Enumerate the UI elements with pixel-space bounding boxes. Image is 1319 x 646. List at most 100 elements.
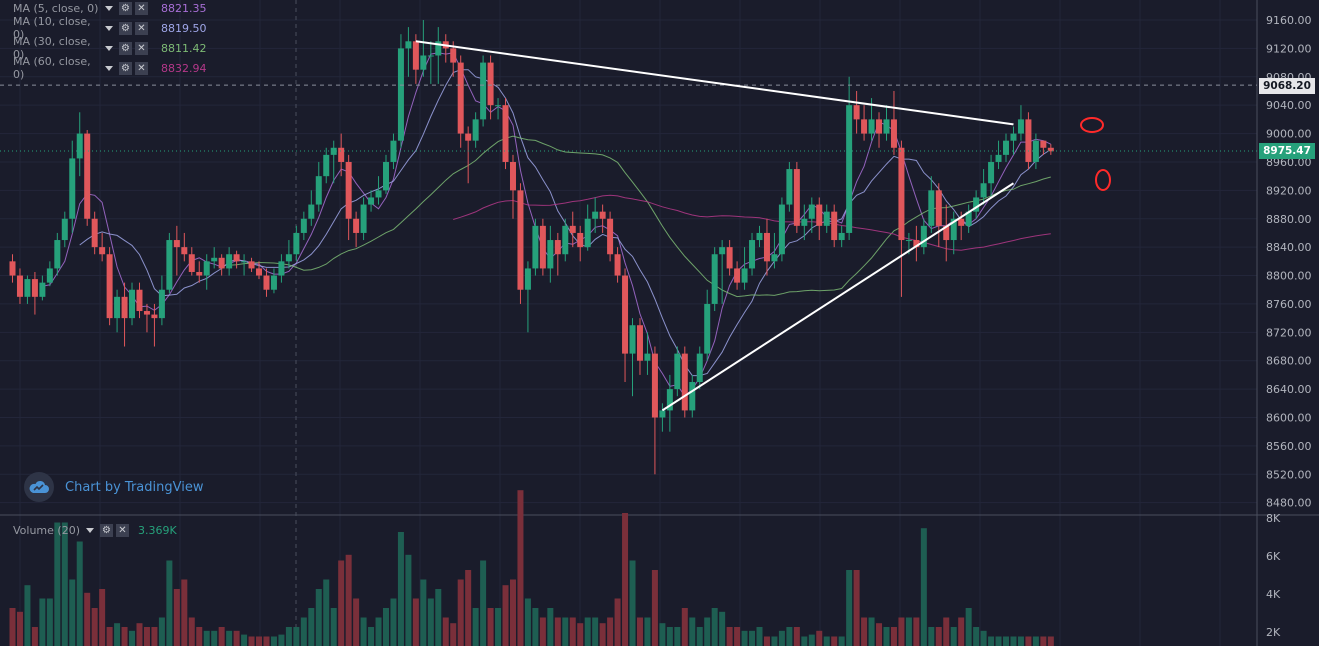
candle-body (9, 261, 16, 276)
volume-bar (935, 627, 942, 646)
candle-body (771, 254, 778, 262)
candle-body (853, 105, 860, 120)
candle-body (427, 55, 434, 57)
chevron-down-icon[interactable] (105, 65, 113, 71)
chevron-down-icon[interactable] (105, 5, 113, 11)
candle-body (607, 218, 614, 255)
volume-bar (270, 636, 277, 646)
candle-body (1047, 147, 1054, 152)
volume-bar (465, 570, 472, 646)
settings-icon[interactable]: ⚙ (119, 41, 132, 55)
candle-body (39, 282, 46, 297)
volume-bar (920, 528, 927, 646)
volume-bar (913, 617, 920, 646)
candle-body (203, 261, 210, 276)
volume-bar (256, 636, 263, 646)
volume-bar (756, 627, 763, 646)
close-icon[interactable]: ✕ (135, 61, 148, 75)
candle-body (129, 289, 136, 319)
volume-bar (577, 623, 584, 646)
tradingview-watermark[interactable]: Chart by TradingView (24, 472, 203, 502)
candle-body (76, 133, 83, 159)
volume-bar (674, 627, 681, 646)
settings-icon[interactable]: ⚙ (119, 1, 132, 15)
ma30-value: 8811.42 (161, 41, 207, 55)
volume-bar (106, 627, 113, 646)
chevron-down-icon[interactable] (105, 25, 113, 31)
candle-body (397, 48, 404, 141)
price-tick-label: 8880.00 (1266, 213, 1312, 226)
volume-bar (1010, 636, 1017, 646)
candle-body (636, 325, 643, 361)
candle-body (808, 204, 815, 219)
volume-tick-label: 8K (1266, 512, 1281, 525)
volume-bar (173, 589, 180, 646)
volume-bar (905, 617, 912, 646)
price-tick-label: 9120.00 (1266, 42, 1312, 55)
volume-bar (61, 522, 68, 646)
volume-bar (39, 598, 46, 646)
candle-body (913, 240, 920, 248)
candle-body (704, 303, 711, 354)
volume-bar (711, 608, 718, 646)
volume-bar (599, 623, 606, 646)
volume-bar (300, 617, 307, 646)
candle-body (741, 268, 748, 283)
volume-bar (995, 636, 1002, 646)
candle-body (315, 176, 322, 205)
settings-icon[interactable]: ⚙ (119, 21, 132, 35)
candle-body (270, 275, 277, 290)
close-icon[interactable]: ✕ (116, 523, 129, 537)
candle-body (711, 254, 718, 304)
volume-bar (353, 598, 360, 646)
volume-bar (129, 630, 136, 646)
volume-bar (427, 598, 434, 646)
volume-bar (181, 579, 188, 646)
candle-body (330, 147, 337, 155)
volume-bar (651, 570, 658, 646)
candle-body (883, 119, 890, 134)
candle-body (786, 169, 793, 205)
volume-bar (554, 617, 561, 646)
volume-bar (778, 630, 785, 646)
settings-icon[interactable]: ⚙ (100, 523, 113, 537)
candle-body (995, 154, 1002, 162)
chevron-down-icon[interactable] (86, 527, 94, 533)
volume-bar (592, 617, 599, 646)
candle-body (838, 232, 845, 241)
volume-bar (958, 617, 965, 646)
volume-bar (793, 627, 800, 646)
close-icon[interactable]: ✕ (135, 41, 148, 55)
candle-body (629, 325, 636, 354)
close-icon[interactable]: ✕ (135, 21, 148, 35)
volume-bar (442, 617, 449, 646)
candle-body (614, 254, 621, 276)
candle-body (823, 211, 830, 226)
volume-bar (808, 634, 815, 646)
candle-body (405, 41, 412, 49)
volume-bar (838, 636, 845, 646)
price-tick-label: 8520.00 (1266, 468, 1312, 481)
annotation-circle (1095, 169, 1111, 191)
volume-bar (883, 627, 890, 646)
close-icon[interactable]: ✕ (135, 1, 148, 15)
candle-body (323, 154, 330, 177)
candle-body (778, 204, 785, 255)
volume-bar (509, 579, 516, 646)
candle-body (1040, 140, 1047, 148)
candle-body (502, 105, 509, 162)
candle-body (196, 271, 203, 276)
candle-body (988, 161, 995, 184)
volume-bar (390, 598, 397, 646)
chevron-down-icon[interactable] (105, 45, 113, 51)
volume-bar (890, 627, 897, 646)
volume-bar (928, 627, 935, 646)
candle-body (719, 247, 726, 255)
volume-bar (420, 579, 427, 646)
settings-icon[interactable]: ⚙ (119, 61, 132, 75)
candle-body (689, 382, 696, 411)
candle-body (599, 211, 606, 219)
ma10-label: MA (10, close, 0) (13, 15, 91, 41)
volume-bar (24, 585, 31, 646)
